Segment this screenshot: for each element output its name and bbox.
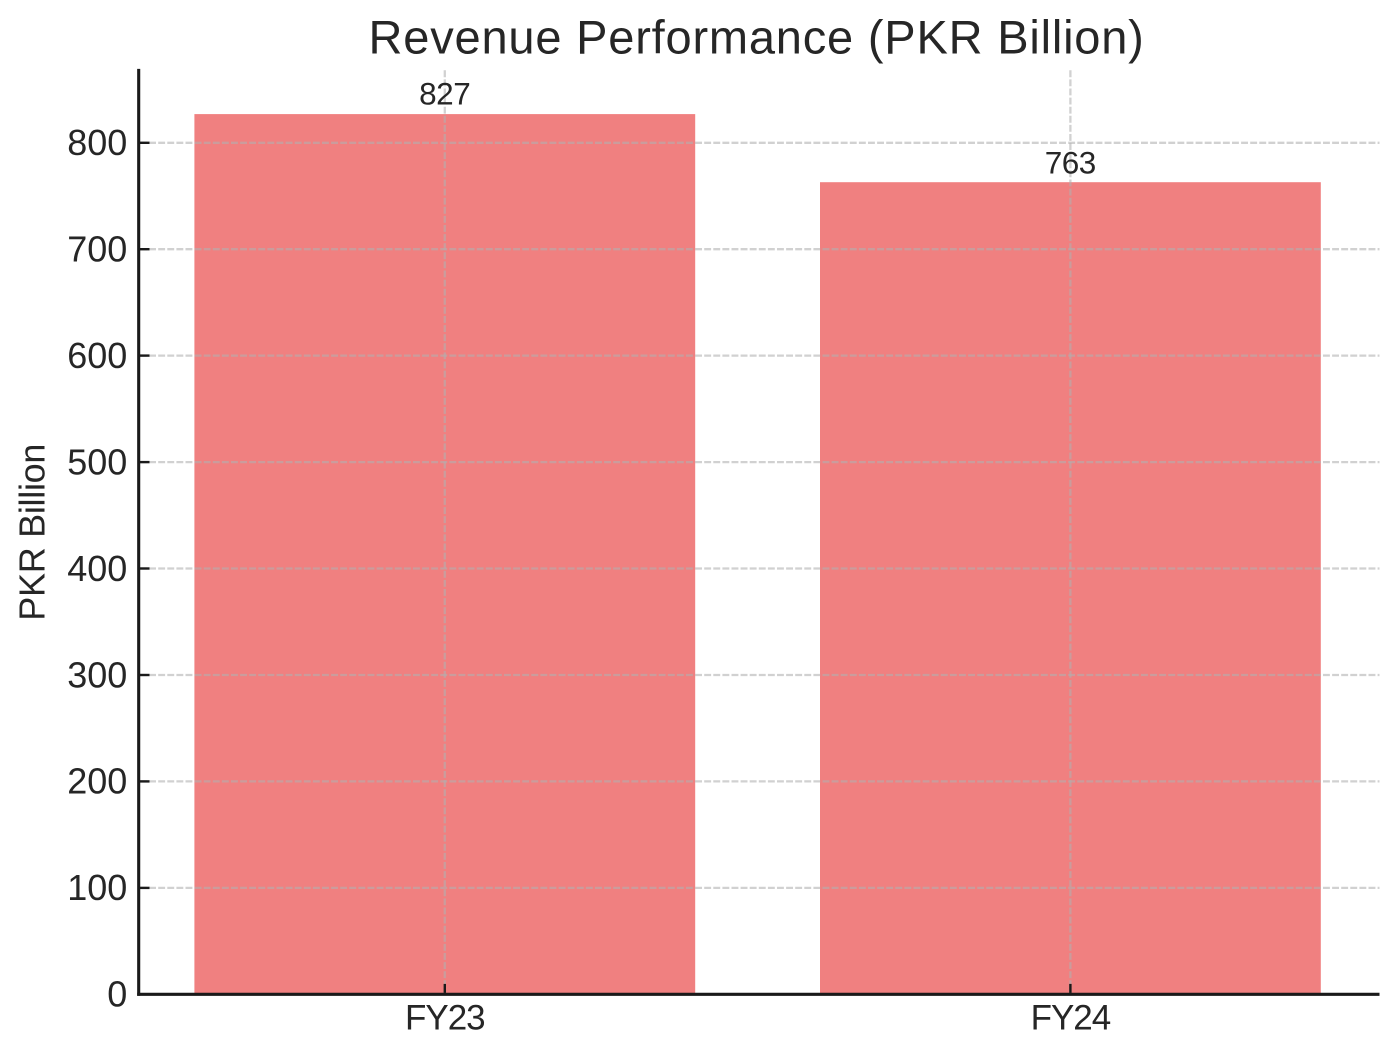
svg-text:FY23: FY23 bbox=[405, 999, 485, 1038]
svg-text:100: 100 bbox=[67, 867, 127, 908]
svg-text:500: 500 bbox=[67, 441, 127, 482]
svg-text:0: 0 bbox=[107, 974, 127, 1015]
svg-text:700: 700 bbox=[67, 229, 127, 270]
svg-text:800: 800 bbox=[67, 122, 127, 163]
svg-text:PKR Billion: PKR Billion bbox=[12, 444, 53, 621]
svg-text:Revenue Performance (PKR Billi: Revenue Performance (PKR Billion) bbox=[369, 11, 1145, 64]
svg-text:FY24: FY24 bbox=[1031, 999, 1111, 1038]
svg-text:600: 600 bbox=[67, 335, 127, 376]
svg-text:300: 300 bbox=[67, 654, 127, 695]
svg-text:400: 400 bbox=[67, 548, 127, 589]
svg-text:200: 200 bbox=[67, 761, 127, 802]
svg-text:827: 827 bbox=[419, 75, 470, 111]
svg-text:763: 763 bbox=[1045, 145, 1096, 181]
